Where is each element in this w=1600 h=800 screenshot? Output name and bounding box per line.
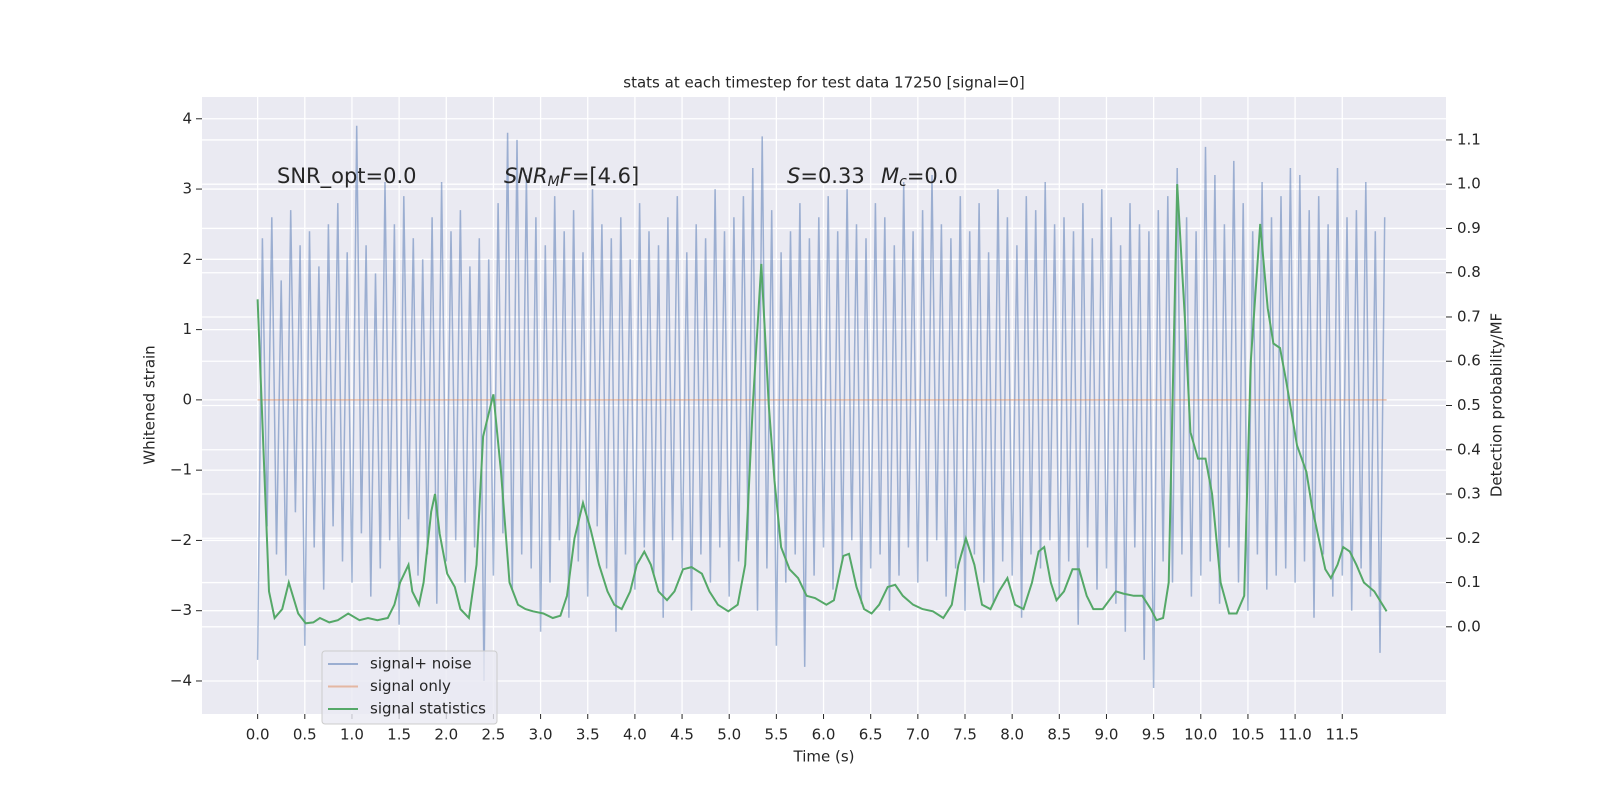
y2-tick-label: 0.5	[1457, 396, 1481, 414]
y2-tick-label: 0.7	[1457, 307, 1481, 325]
x-tick-label: 2.0	[434, 726, 458, 744]
annotation-part: M	[881, 164, 899, 188]
legend: signal+ noise signal only signal statistic…	[321, 650, 498, 725]
annotation-part: =[4.6]	[572, 164, 639, 188]
y2-tick-label: 0.9	[1457, 219, 1481, 237]
annotation: SNR_opt=0.0	[277, 164, 417, 189]
x-tick-label: 6.0	[812, 726, 836, 744]
marks	[256, 125, 1388, 689]
x-tick-label: 11.0	[1278, 726, 1311, 744]
legend-label: signal+ noise	[370, 655, 472, 673]
y2-tick-label: 0.1	[1457, 573, 1481, 591]
legend-box	[321, 650, 498, 725]
y2-tick-label: 0.0	[1457, 617, 1481, 635]
annotation-part: =0.33	[800, 164, 864, 188]
x-tick-label: 2.5	[482, 726, 506, 744]
x-tick-label: 10.0	[1184, 726, 1217, 744]
annotation-part: SNR_opt=0.0	[277, 164, 417, 189]
y2-tick-label: 1.1	[1457, 130, 1481, 148]
annotation-part: F	[560, 164, 573, 188]
annotation: SNRMF=[4.6]	[504, 164, 639, 190]
x-tick-label: 9.5	[1142, 726, 1166, 744]
y-tick-label: −3	[170, 601, 192, 619]
x-tick-label: 10.5	[1231, 726, 1264, 744]
x-tick-label: 3.0	[529, 726, 553, 744]
x-tick-label: 11.5	[1326, 726, 1359, 744]
y-axis-label: Whitened strain	[141, 345, 159, 464]
x-tick-label: 7.5	[953, 726, 977, 744]
legend-label: signal only	[370, 677, 451, 695]
x-tick-label: 4.5	[670, 726, 694, 744]
annotation: Mc=0.0	[881, 164, 958, 190]
x-tick-label: 0.5	[293, 726, 317, 744]
x-tick-label: 5.5	[764, 726, 788, 744]
annotation-part: S	[787, 164, 800, 188]
y2-tick-label: 0.6	[1457, 352, 1481, 370]
y-tick-label: −4	[170, 671, 192, 689]
annotation-part: SNR	[504, 164, 548, 188]
y2-tick-label: 1.0	[1457, 175, 1481, 193]
x-tick-label: 9.0	[1095, 726, 1119, 744]
y-tick-label: 3	[182, 180, 192, 198]
y-tick-label: −2	[170, 531, 192, 549]
x-tick-label: 8.0	[1000, 726, 1024, 744]
legend-label: signal statistics	[370, 700, 486, 718]
y2-tick-label: 0.2	[1457, 529, 1481, 547]
x-tick-label: 6.5	[859, 726, 883, 744]
x-tick-label: 0.0	[246, 726, 270, 744]
y-tick-label: 1	[182, 320, 192, 338]
x-tick-label: 3.5	[576, 726, 600, 744]
annotation: S=0.33	[787, 164, 865, 188]
y2-tick-label: 0.8	[1457, 263, 1481, 281]
y2-tick-label: 0.4	[1457, 440, 1481, 458]
series-line	[256, 184, 1388, 625]
y2-tick-label: 0.3	[1457, 485, 1481, 503]
annotation-part: c	[899, 174, 907, 190]
y-tick-label: 4	[182, 109, 192, 127]
annotation-part: M	[548, 174, 560, 190]
y2-axis-label: Detection probability/MF	[1488, 313, 1506, 497]
y-tick-label: −1	[170, 461, 192, 479]
y-tick-label: 0	[182, 390, 192, 408]
chart-title: stats at each timestep for test data 172…	[623, 74, 1024, 92]
annotation-part: =0.0	[907, 164, 958, 188]
y-tick-label: 2	[182, 250, 192, 268]
x-tick-label: 1.0	[340, 726, 364, 744]
x-tick-label: 8.5	[1047, 726, 1071, 744]
x-tick-label: 4.0	[623, 726, 647, 744]
x-axis-label: Time (s)	[793, 748, 855, 766]
series-line	[256, 125, 1386, 689]
x-tick-label: 1.5	[387, 726, 411, 744]
x-tick-label: 5.0	[717, 726, 741, 744]
x-tick-label: 7.0	[906, 726, 930, 744]
